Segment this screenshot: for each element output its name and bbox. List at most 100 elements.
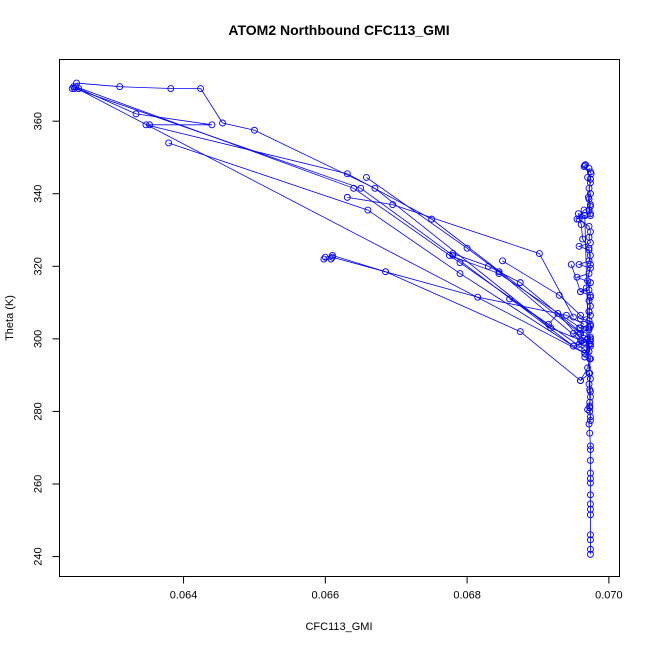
data-series: [72, 83, 589, 354]
data-point: [586, 417, 594, 424]
chart-title: ATOM2 Northbound CFC113_GMI: [228, 22, 449, 38]
series-line: [570, 264, 587, 293]
data-point: [580, 331, 588, 339]
data-point: [328, 251, 336, 259]
x-axis: 0.064 0.066 0.068 0.070: [170, 576, 623, 602]
data-point: [343, 193, 351, 201]
data-point: [516, 328, 524, 336]
data-point: [219, 119, 226, 127]
data-point: [577, 377, 584, 385]
series-line: [502, 260, 581, 316]
data-point: [580, 339, 588, 346]
data-point: [586, 202, 594, 210]
data-point: [569, 342, 577, 350]
data-point: [343, 170, 351, 178]
data-point: [581, 349, 589, 357]
data-point: [165, 139, 173, 147]
data-series: [321, 251, 584, 385]
data-point: [197, 85, 205, 92]
y-axis: 240 260 280 300 320 340 360: [33, 112, 60, 566]
data-point: [70, 85, 78, 92]
data-point: [586, 333, 594, 341]
data-series: [165, 139, 589, 357]
data-point: [554, 310, 562, 317]
data-point: [577, 315, 584, 323]
data-point: [389, 201, 397, 209]
data-point: [586, 491, 594, 499]
data-point: [585, 369, 593, 377]
y-tick-label: 240: [33, 547, 45, 565]
data-point: [463, 244, 471, 252]
data-point: [577, 324, 584, 332]
data-point: [584, 193, 592, 201]
data-point: [586, 531, 594, 539]
series-line: [509, 298, 585, 343]
data-point: [585, 222, 593, 230]
data-series: [70, 85, 594, 350]
data-point: [586, 355, 594, 363]
data-point: [586, 456, 594, 464]
data-point: [581, 212, 589, 219]
data-point: [584, 277, 592, 285]
data-point: [586, 337, 594, 345]
data-point: [575, 261, 583, 268]
data-point: [586, 505, 594, 513]
data-point: [327, 255, 335, 263]
data-point: [362, 173, 370, 181]
data-series: [567, 261, 590, 296]
series-line: [347, 196, 574, 318]
data-point: [545, 320, 553, 328]
data-point: [428, 215, 436, 223]
data-point: [506, 295, 514, 303]
data-point: [495, 268, 503, 276]
data-point: [328, 253, 336, 261]
data-point: [116, 83, 124, 91]
data-point: [582, 284, 590, 292]
data-point: [584, 406, 592, 414]
data-point: [577, 311, 584, 319]
data-point: [586, 388, 594, 395]
x-tick-label: 0.066: [312, 590, 340, 602]
series-layer: [68, 79, 595, 558]
series-line: [449, 255, 581, 329]
data-point: [582, 161, 589, 169]
data-point: [320, 255, 328, 263]
data-point: [586, 475, 594, 482]
data-point: [586, 340, 594, 348]
data-point: [586, 442, 594, 450]
series-line: [74, 88, 591, 347]
data-point: [586, 402, 594, 410]
x-tick-label: 0.064: [170, 590, 198, 602]
data-point: [371, 184, 379, 192]
data-point: [586, 536, 594, 544]
data-point: [586, 293, 594, 301]
data-point: [577, 221, 585, 229]
data-point: [562, 311, 570, 319]
data-point: [499, 257, 506, 265]
data-point: [382, 268, 390, 276]
data-point: [167, 85, 175, 92]
data-point: [586, 168, 594, 176]
data-point: [580, 320, 588, 328]
data-point: [581, 161, 589, 169]
data-point: [580, 163, 588, 170]
data-series: [445, 251, 584, 332]
data-point: [573, 215, 581, 223]
data-point: [586, 446, 594, 453]
data-point: [555, 291, 563, 299]
data-point: [456, 270, 464, 278]
data-point: [516, 279, 524, 287]
data-point: [586, 322, 594, 330]
data-point: [579, 235, 587, 243]
data-series: [362, 173, 584, 345]
data-point: [577, 288, 584, 296]
data-point: [445, 251, 453, 259]
series-line: [78, 88, 590, 334]
data-point: [567, 261, 575, 268]
data-point: [586, 261, 594, 268]
data-point: [585, 244, 593, 252]
y-tick-label: 360: [33, 112, 45, 130]
data-point: [495, 270, 503, 278]
data-point: [146, 121, 153, 129]
